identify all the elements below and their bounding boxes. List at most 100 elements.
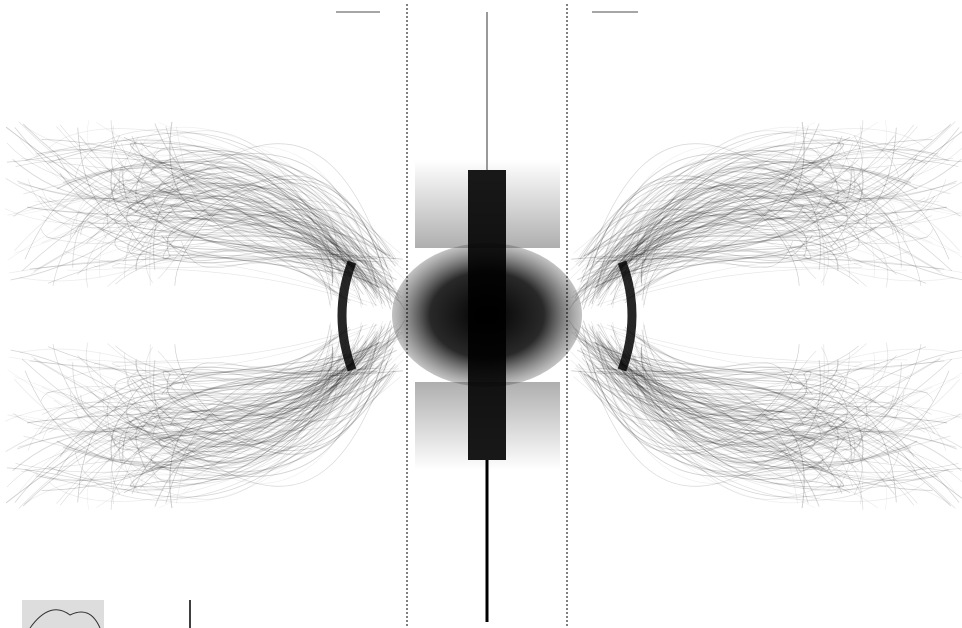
wing-curve: [96, 121, 340, 280]
wing-curve: [606, 342, 817, 444]
wing-curve: [53, 375, 344, 470]
wing-curve: [586, 132, 962, 267]
wing-curve: [641, 139, 950, 301]
wing-curve: [624, 234, 813, 304]
wing-curve: [631, 334, 875, 430]
wing-curve: [604, 348, 918, 504]
right-arc: [617, 260, 637, 372]
wing-curve: [20, 358, 393, 472]
wing-curve: [174, 182, 394, 286]
wing-curve: [97, 370, 403, 404]
wing-curve: [611, 166, 888, 305]
wing-curve: [602, 355, 863, 442]
wing-curve: [118, 167, 338, 265]
wing-curve: [597, 153, 824, 288]
wing-curve: [134, 173, 395, 305]
wing-curve: [619, 367, 869, 449]
wing-curve: [610, 123, 820, 259]
wing-curve: [575, 183, 852, 295]
wing-curve: [39, 195, 406, 310]
wing-curve: [581, 146, 825, 279]
wing-curve: [33, 336, 377, 441]
wing-curve: [582, 354, 911, 380]
wing-curve: [56, 348, 370, 504]
wing-curve: [131, 347, 374, 495]
wing-curve: [123, 195, 403, 299]
wing-curve: [131, 365, 368, 446]
wing-curve: [576, 366, 833, 400]
wing-curve: [79, 379, 331, 495]
wing-curve: [48, 197, 346, 291]
wing-curve: [68, 158, 333, 280]
wing-curve: [6, 132, 388, 267]
wing-curve: [166, 373, 391, 417]
wing-curve: [6, 344, 373, 488]
wing-curve: [623, 328, 863, 451]
wing-curve: [596, 324, 962, 371]
wing-curve: [111, 135, 356, 263]
wing-curve: [132, 338, 356, 492]
wing-curve: [148, 366, 338, 449]
wing-curve: [634, 121, 956, 276]
wing-curve: [619, 145, 868, 287]
wing-curve: [124, 352, 358, 468]
wing-curve: [640, 138, 955, 259]
thumbnail-image: [22, 600, 104, 628]
wing-curve: [149, 344, 335, 427]
wing-curve: [581, 126, 833, 274]
wing-curve: [114, 218, 363, 263]
wing-curve: [157, 186, 368, 288]
wing-curve: [591, 352, 802, 457]
wing-curve: [587, 374, 918, 463]
wing-curve: [130, 354, 343, 480]
wing-curve: [600, 160, 899, 265]
wing-curve: [134, 140, 395, 262]
wing-curve: [135, 191, 386, 271]
wing-curve: [5, 126, 381, 263]
wing-curve: [611, 325, 888, 464]
wing-curve: [616, 359, 908, 393]
wing-curve: [591, 173, 915, 305]
wing-curve: [579, 370, 816, 473]
wing-curve: [42, 189, 360, 301]
wing-curve: [165, 338, 341, 504]
wing-curve: [591, 337, 960, 454]
wing-curve: [166, 327, 401, 464]
wing-curve: [591, 335, 864, 494]
wing-curve: [63, 354, 392, 380]
wing-curve: [147, 157, 397, 281]
wing-curve: [20, 158, 393, 272]
wing-curve: [85, 166, 342, 274]
wing-curve: [618, 138, 842, 292]
wing-curve: [42, 330, 396, 417]
wing-curve: [139, 344, 392, 489]
wing-curve: [580, 344, 800, 448]
wing-curve: [640, 368, 872, 462]
wing-curve: [137, 175, 399, 302]
wing-curve: [27, 366, 344, 451]
wing-curve: [577, 363, 881, 431]
wing-curve: [181, 361, 340, 390]
wing-curve: [150, 359, 359, 470]
wing-curve: [132, 346, 368, 385]
wing-curve: [47, 240, 386, 307]
wing-curve: [5, 347, 395, 453]
core-column: [468, 170, 506, 460]
wing-curve: [615, 207, 812, 273]
wing-curve: [42, 329, 360, 441]
wing-curve: [599, 369, 834, 421]
wing-curve: [573, 166, 808, 303]
wing-curve: [634, 361, 793, 390]
wing-curve: [114, 224, 334, 278]
wing-curve: [11, 165, 338, 258]
wing-curve: [590, 320, 818, 440]
wing-curve: [35, 355, 356, 481]
wing-curve: [171, 166, 369, 292]
wing-curve: [132, 362, 383, 456]
wing-curve: [624, 326, 813, 396]
wing-curve: [597, 342, 824, 477]
wing-curve: [614, 367, 951, 477]
wing-curve: [587, 167, 918, 256]
wing-curve: [111, 367, 356, 495]
wing-curve: [99, 200, 343, 296]
